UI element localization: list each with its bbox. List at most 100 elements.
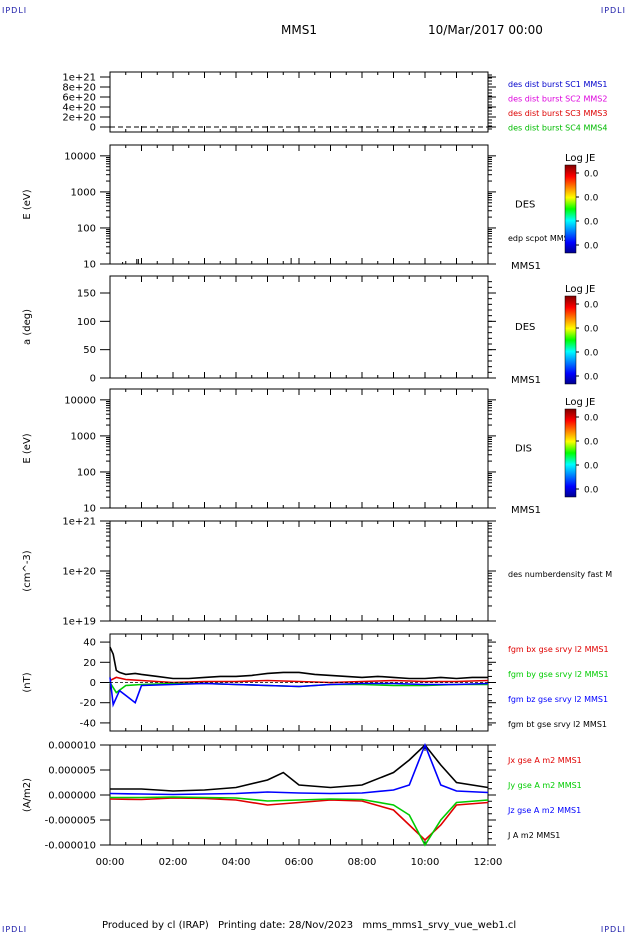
date-title: 10/Mar/2017 00:00: [428, 23, 543, 37]
x-tick-label: 04:00: [222, 857, 251, 868]
panel-7-ytick-label: -0.000010: [45, 841, 96, 852]
panel-2-ytick-label: 1000: [71, 187, 96, 198]
panel-4-ytick-label: 10000: [64, 395, 96, 406]
panel-3-colorbar-title: Log JE: [565, 284, 595, 295]
panel-6-ytick-label: -20: [80, 698, 96, 709]
panel-4-ytick-label: 1000: [71, 431, 96, 442]
legend-7-1: Jx gse A m2 MMS1: [507, 756, 582, 765]
panel-2-colorbar-tick-label: 0.0: [584, 194, 599, 204]
series-line-7-1: [110, 743, 489, 792]
panel-2-ytick-label: 10000: [64, 151, 96, 162]
panel-1-ytick-label: 8e+20: [62, 83, 96, 94]
panel-7-ytick-label: 0.000010: [48, 741, 96, 752]
panel-3-colorbar-tick-label: 0.0: [584, 349, 599, 359]
corner-label-bottom-right: IPDLI: [600, 925, 626, 934]
panel-4-ylabel: E (eV): [22, 433, 33, 463]
corner-label-top-left: IPDLI: [2, 6, 28, 15]
legend-burst-sc3: des dist burst SC3 MMS3: [508, 109, 607, 118]
panel-3-ytick-label: 150: [77, 289, 96, 300]
panel-3-instrument-label: DES: [515, 322, 535, 333]
panel-5-ytick-label: 1e+20: [62, 567, 96, 578]
panel-4-ytick-label: 100: [77, 467, 96, 478]
panel-4-ytick-label: 10: [83, 504, 96, 515]
series-line-6-4: [109, 677, 489, 708]
legend-7-2: Jy gse A m2 MMS1: [507, 781, 582, 790]
x-tick-label: 10:00: [411, 857, 440, 868]
panel-1-ytick-label: 4e+20: [62, 103, 96, 114]
panel-3-ytick-label: 0: [90, 374, 96, 385]
footer: Produced by cl (IRAP) Printing date: 28/…: [102, 920, 516, 931]
legend-6-3: fgm bz gse srvy l2 MMS1: [508, 695, 608, 704]
panel-6-ytick-label: 20: [83, 658, 96, 669]
legend-burst-sc1: des dist burst SC1 MMS1: [508, 80, 607, 89]
x-tick-label: 06:00: [285, 857, 314, 868]
panel-3-frame: [109, 275, 489, 379]
series-line-7-4: [109, 742, 489, 796]
panel-1-ytick-label: 2e+20: [62, 113, 96, 124]
panel-1-ytick-label: 6e+20: [62, 93, 96, 104]
legend-6-1: fgm bx gse srvy l2 MMS1: [508, 645, 609, 654]
panel-2-colorbar-tick-label: 0.0: [584, 218, 599, 228]
panel-2-ytick-label: 100: [77, 223, 96, 234]
x-tick-label: 08:00: [348, 857, 377, 868]
panel-4-colorbar-tick-label: 0.0: [584, 462, 599, 472]
panel-5-ylabel: (cm^-3): [22, 550, 33, 591]
panel-2-colorbar-title: Log JE: [565, 153, 595, 164]
panel-3-ylabel: a (deg): [22, 309, 33, 345]
corner-label-bottom-left: IPDLI: [2, 925, 28, 934]
legend-6-2: fgm by gse srvy l2 MMS1: [508, 670, 609, 679]
legend-burst-sc4: des dist burst SC4 MMS4: [508, 124, 607, 133]
panel-2-frame: [109, 144, 489, 265]
panel-4-colorbar-tick-label: 0.0: [584, 414, 599, 424]
panel-2-spacecraft-label: MMS1: [511, 261, 541, 272]
panel-3-colorbar: [564, 295, 577, 385]
panel-3-ytick-label: 100: [77, 317, 96, 328]
panel-4-colorbar-tick-label: 0.0: [584, 438, 599, 448]
panel-3-colorbar-tick-label: 0.0: [584, 301, 599, 311]
panel-2-instrument-label: DES: [515, 200, 535, 211]
panel-1-frame: [109, 71, 489, 133]
panel-4-colorbar-title: Log JE: [565, 397, 595, 408]
series-line-7-2: [109, 797, 489, 842]
x-tick-label: 12:00: [474, 857, 503, 868]
series-line-6-2: [109, 676, 489, 684]
panel-3-colorbar-tick-label: 0.0: [584, 373, 599, 383]
panel-4-colorbar: [564, 408, 577, 498]
legend-burst-sc2: des dist burst SC2 MMS2: [508, 95, 607, 104]
panel-6-ytick-label: 0: [90, 678, 96, 689]
panel-4-frame: [109, 388, 489, 509]
panel-3-ytick-label: 50: [83, 345, 96, 356]
panel-1-ytick-label: 1e+21: [62, 73, 96, 84]
scpot-label: edp scpot MMS1: [508, 234, 574, 243]
panel-1-ytick-label: 0: [90, 123, 96, 134]
panel-5-ytick-label: 1e+19: [62, 617, 96, 628]
panel-3-colorbar-tick-label: 0.0: [584, 325, 599, 335]
panel-6-ytick-label: -40: [80, 718, 96, 729]
footer-produced-by: Produced by cl (IRAP): [102, 920, 209, 931]
footer-printing-date: Printing date: 28/Nov/2023: [217, 920, 354, 931]
legend-7-4: J A m2 MMS1: [507, 831, 560, 840]
panel-2-colorbar-tick-label: 0.0: [584, 170, 599, 180]
panel-3-spacecraft-label: MMS1: [511, 375, 541, 386]
panel-4-spacecraft-label: MMS1: [511, 505, 541, 516]
x-tick-label: 02:00: [159, 857, 188, 868]
spacecraft-title: MMS1: [281, 23, 317, 37]
panel-6-ylabel: (nT): [22, 672, 33, 692]
series-line-6-1: [109, 646, 488, 680]
panel-7-ytick-label: -0.000005: [45, 816, 96, 827]
panel-6-ytick-label: 40: [83, 638, 96, 649]
corner-label-top-right: IPDLI: [600, 6, 626, 15]
panel-2-colorbar: [564, 164, 577, 254]
panel-5-frame: [109, 520, 489, 622]
numberdensity-label: des numberdensity fast M: [508, 570, 612, 579]
panel-5-ytick-label: 1e+21: [62, 517, 96, 528]
panel-4-instrument-label: DIS: [515, 444, 532, 455]
panel-4-colorbar-tick-label: 0.0: [584, 486, 599, 496]
legend-7-3: Jz gse A m2 MMS1: [507, 806, 581, 815]
panel-2-colorbar-tick-label: 0.0: [584, 242, 599, 252]
footer-file: mms_mms1_srvy_vue_web1.cl: [362, 920, 517, 931]
panel-2-ylabel: E (eV): [22, 189, 33, 219]
panel-2-ytick-label: 10: [83, 260, 96, 271]
panel-7-ylabel: (A/m2): [22, 778, 33, 812]
